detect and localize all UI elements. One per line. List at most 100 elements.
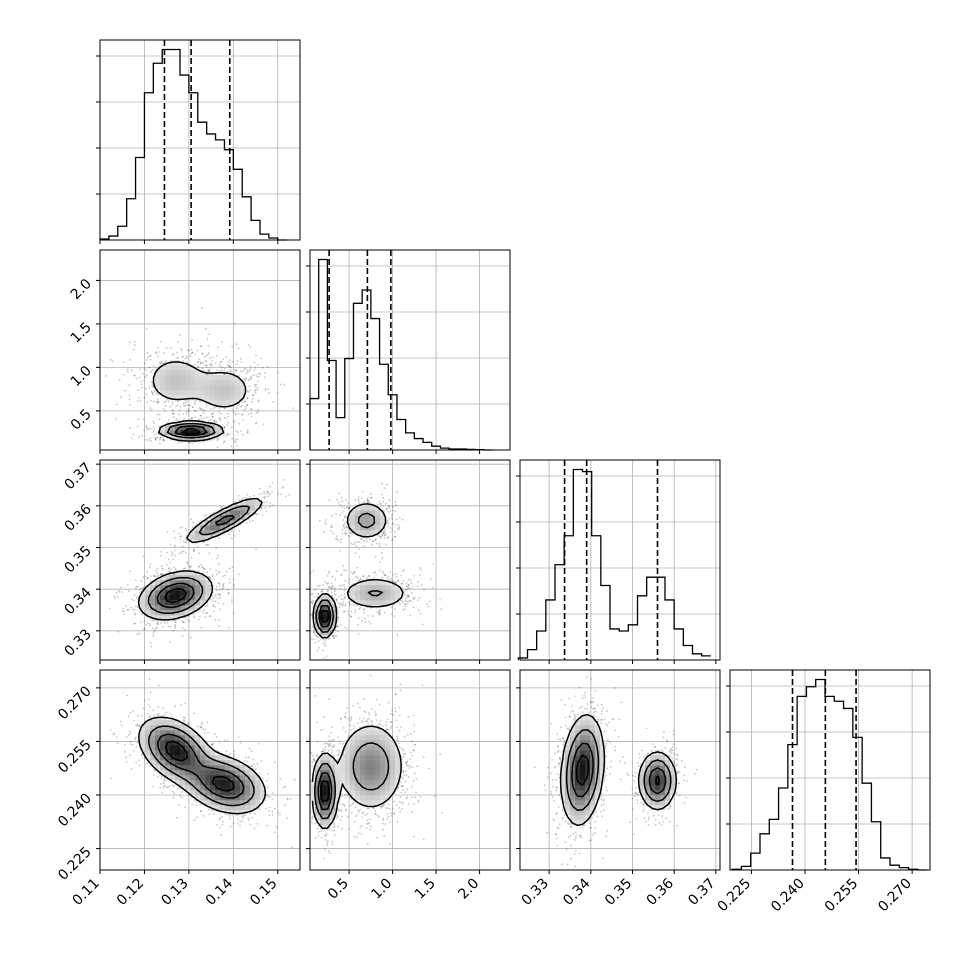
- scatter-point: [251, 397, 254, 400]
- scatter-point: [143, 367, 146, 370]
- scatter-point: [193, 452, 195, 454]
- scatter-point: [410, 600, 413, 603]
- scatter-point: [245, 756, 248, 759]
- scatter-point: [185, 541, 188, 544]
- density-cell: [245, 505, 251, 511]
- scatter-point: [226, 433, 229, 436]
- density-cell: [370, 510, 376, 516]
- scatter-point: [133, 594, 136, 596]
- density-cell: [175, 385, 181, 391]
- density-cell: [230, 505, 236, 511]
- scatter-point: [378, 613, 381, 616]
- scatter-point: [313, 631, 316, 634]
- scatter-point: [263, 490, 265, 493]
- scatter-point: [342, 603, 345, 606]
- scatter-point: [212, 407, 215, 410]
- scatter-point: [363, 540, 366, 542]
- density-cell: [165, 390, 171, 396]
- density-cell: [195, 605, 201, 611]
- density-cell: [355, 585, 361, 591]
- scatter-point: [138, 632, 141, 635]
- scatter-point: [125, 736, 128, 738]
- density-cell: [230, 385, 236, 391]
- scatter-point: [203, 363, 206, 366]
- scatter-point: [393, 615, 396, 617]
- scatter-point: [313, 638, 316, 641]
- scatter-point: [182, 413, 185, 416]
- scatter-point: [336, 498, 339, 501]
- scatter-point: [172, 409, 175, 412]
- scatter-point: [208, 333, 210, 336]
- scatter-point: [337, 616, 340, 619]
- scatter-point: [337, 501, 340, 504]
- scatter-point: [160, 775, 163, 778]
- scatter-point: [137, 759, 140, 762]
- density-cell: [150, 590, 156, 596]
- scatter-point: [406, 586, 409, 588]
- scatter-point: [412, 606, 415, 609]
- scatter-point: [265, 490, 268, 493]
- scatter-point: [144, 575, 147, 578]
- density-cell: [210, 520, 216, 526]
- scatter-point: [358, 548, 361, 550]
- scatter-point: [246, 404, 249, 406]
- scatter-point: [160, 572, 163, 575]
- density-cell: [395, 595, 401, 601]
- density-cell: [145, 590, 151, 596]
- scatter-point: [203, 417, 205, 419]
- scatter-point: [170, 551, 173, 554]
- scatter-point: [146, 427, 149, 430]
- scatter-point: [376, 611, 378, 614]
- density-cell: [360, 595, 366, 601]
- scatter-point: [210, 535, 213, 538]
- scatter-point: [147, 698, 150, 701]
- scatter-point: [155, 627, 158, 630]
- density-cell: [355, 520, 361, 526]
- scatter-point: [143, 429, 145, 432]
- scatter-point: [206, 611, 209, 614]
- scatter-point: [326, 574, 329, 577]
- scatter-point: [208, 352, 210, 355]
- scatter-point: [316, 585, 319, 587]
- scatter-point: [212, 600, 214, 603]
- scatter-point: [373, 577, 376, 579]
- scatter-point: [135, 585, 138, 588]
- scatter-point: [153, 428, 156, 431]
- scatter-point: [380, 552, 383, 554]
- density-cell: [325, 630, 331, 636]
- density-cell: [370, 520, 376, 526]
- hist-grid-1: [310, 250, 510, 450]
- scatter-point: [235, 369, 238, 372]
- density-cell: [170, 395, 176, 401]
- scatter-point: [198, 358, 201, 361]
- scatter-point: [380, 537, 383, 540]
- density-cell: [385, 600, 391, 606]
- scatter-point: [174, 536, 177, 539]
- scatter-point: [146, 352, 149, 354]
- density-cell: [250, 500, 256, 506]
- scatter-point: [157, 355, 160, 358]
- density-cell: [170, 365, 176, 371]
- scatter-point: [160, 622, 163, 625]
- scatter-point: [181, 526, 184, 528]
- scatter-point: [182, 402, 185, 405]
- density-cell: [385, 590, 391, 596]
- scatter-point: [281, 487, 284, 489]
- scatter-point: [401, 518, 404, 521]
- density-cell: [185, 380, 191, 386]
- contour-line: [166, 422, 216, 439]
- density-cell: [355, 590, 361, 596]
- density-cell: [165, 600, 171, 606]
- scatter-point: [184, 567, 187, 570]
- scatter-point: [238, 499, 241, 502]
- density-cell: [185, 420, 191, 426]
- scatter-point: [134, 344, 136, 347]
- scatter-point: [402, 580, 405, 583]
- scatter-point: [198, 552, 200, 555]
- density-cell: [375, 530, 381, 536]
- density-cell: [185, 590, 191, 596]
- scatter-point: [316, 649, 319, 652]
- density-cell: [355, 530, 361, 536]
- scatter-point: [326, 590, 329, 593]
- scatter-point: [115, 591, 118, 594]
